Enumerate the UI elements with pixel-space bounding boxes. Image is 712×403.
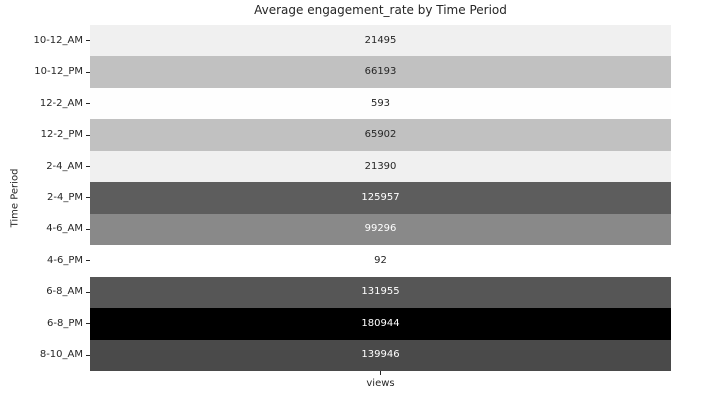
y-tick-mark [86, 323, 90, 325]
y-tick: 10-12_PM [0, 56, 90, 87]
y-tick: 6-8_AM [0, 277, 90, 308]
y-tick-label: 4-6_AM [46, 223, 83, 235]
x-tick-mark [380, 371, 381, 375]
y-tick-mark [86, 40, 90, 42]
y-tick-label: 2-4_PM [47, 191, 83, 203]
heatmap-cell: 180944 [90, 308, 671, 340]
y-tick-label: 8-10_AM [39, 349, 83, 361]
cell-value: 139946 [361, 349, 400, 361]
heatmap-cell: 593 [90, 87, 671, 120]
y-tick: 4-6_AM [0, 214, 90, 245]
heatmap-cell: 21390 [90, 150, 671, 183]
cell-value: 21495 [364, 34, 397, 46]
y-tick-mark [86, 166, 90, 168]
y-tick-label: 4-6_PM [47, 254, 83, 266]
cell-value: 21390 [364, 160, 397, 172]
y-tick: 8-10_AM [0, 340, 90, 371]
cell-value: 180944 [361, 317, 400, 329]
y-tick-label: 12-2_PM [40, 129, 83, 141]
heatmap-cell: 66193 [90, 56, 671, 88]
heatmap-grid: 21495 66193 593 65902 21390 125957 99296 92 1319… [90, 25, 671, 371]
y-tick: 2-4_AM [0, 151, 90, 182]
y-tick-label: 12-2_AM [39, 97, 83, 109]
y-tick-mark [86, 354, 90, 356]
chart-title: Average engagement_rate by Time Period [254, 3, 507, 17]
cell-value: 65902 [364, 129, 397, 141]
y-axis-ticks: 10-12_AM 10-12_PM 12-2_AM 12-2_PM 2-4_AM 2-4_… [0, 25, 90, 371]
y-tick-mark [86, 228, 90, 230]
y-tick: 12-2_AM [0, 88, 90, 119]
cell-value: 92 [374, 254, 387, 266]
y-tick: 6-8_PM [0, 308, 90, 339]
y-tick-mark [86, 71, 90, 73]
heatmap-cell: 92 [90, 245, 671, 277]
x-axis-label: views [366, 378, 395, 389]
heatmap-cell: 131955 [90, 276, 671, 309]
y-tick-mark [86, 197, 90, 199]
y-tick-mark [86, 103, 90, 105]
heatmap-cell: 139946 [90, 339, 671, 371]
cell-value: 66193 [364, 66, 397, 78]
cell-value: 99296 [364, 223, 397, 235]
y-tick-label: 2-4_AM [46, 160, 83, 172]
y-tick-label: 6-8_AM [46, 286, 83, 298]
heatmap-cell: 99296 [90, 213, 671, 246]
y-tick-mark [86, 291, 90, 293]
heatmap-cell: 125957 [90, 182, 671, 214]
y-tick-label: 10-12_AM [33, 34, 83, 46]
y-tick: 4-6_PM [0, 245, 90, 276]
y-tick-label: 10-12_PM [34, 66, 83, 78]
y-tick: 2-4_PM [0, 182, 90, 213]
cell-value: 125957 [361, 191, 400, 203]
cell-value: 593 [370, 97, 391, 109]
y-tick-mark [86, 260, 90, 262]
y-tick-mark [86, 134, 90, 136]
heatmap-cell: 65902 [90, 119, 671, 151]
y-tick-label: 6-8_PM [47, 317, 83, 329]
cell-value: 131955 [361, 286, 400, 298]
y-tick: 10-12_AM [0, 25, 90, 56]
heatmap-cell: 21495 [90, 25, 671, 57]
y-tick: 12-2_PM [0, 119, 90, 150]
